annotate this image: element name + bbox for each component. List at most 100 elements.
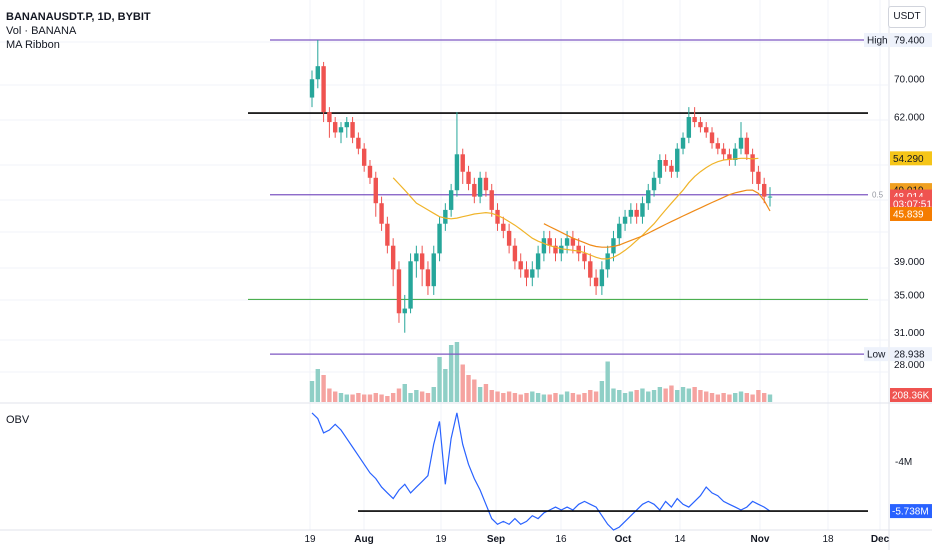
candle-body [733, 148, 738, 161]
candle-body [570, 238, 576, 246]
volume-bar [489, 390, 494, 402]
volume-bar [477, 387, 483, 402]
candle-body [361, 148, 367, 166]
volume-bar [680, 387, 686, 402]
time-tick-label: Aug [354, 534, 373, 545]
volume-legend[interactable]: Vol · BANANA [6, 25, 77, 37]
candle-body [617, 223, 622, 239]
obv-legend[interactable]: OBV [6, 414, 30, 426]
currency-button[interactable]: USDT [888, 6, 926, 28]
volume-bar [704, 391, 709, 402]
volume-bar [506, 391, 512, 402]
price-tick-label: 39.000 [894, 257, 925, 268]
candle-body [582, 253, 587, 262]
candle-body [611, 238, 616, 254]
volume-bar [338, 393, 344, 402]
candle-body [767, 196, 773, 198]
candle-body [356, 137, 361, 149]
price-label-text: 45.839 [893, 209, 924, 220]
volume-bar [437, 357, 442, 402]
candle-body [448, 190, 454, 210]
candle-body [709, 132, 715, 144]
candle-body [385, 223, 390, 246]
volume-bar [599, 381, 605, 402]
time-tick-label: Oct [615, 534, 632, 545]
volume-bar [605, 361, 610, 402]
candle-body [518, 261, 523, 270]
candle-body [483, 177, 489, 191]
candle-body [762, 183, 767, 197]
candle-body [460, 154, 465, 172]
candle-body [756, 171, 761, 184]
volume-bar [559, 394, 564, 402]
volume-bar [530, 391, 535, 402]
candle-body [692, 117, 697, 123]
volume-label-text: 208.36K [892, 391, 930, 402]
level-tag-label: Low [867, 350, 886, 361]
symbol-legend[interactable]: BANANAUSDT.P, 1D, BYBIT [6, 11, 151, 23]
volume-bar [408, 393, 413, 402]
level-value-bg [890, 33, 932, 48]
candle-body [454, 154, 460, 191]
ma-ribbon-legend[interactable]: MA Ribbon [6, 39, 60, 51]
candle-body [472, 183, 477, 197]
volume-bar [361, 394, 367, 402]
volume-bar [472, 379, 477, 402]
candle-body [431, 253, 436, 287]
price-tick-label: 28.000 [894, 360, 925, 371]
candle-body [634, 209, 639, 217]
candle-body [599, 269, 605, 287]
volume-bar [634, 390, 639, 402]
volume-bar [582, 393, 587, 402]
time-tick-label: Nov [751, 534, 770, 545]
volume-bar [466, 375, 471, 402]
level-value-bg [890, 347, 932, 362]
candle-body [344, 122, 349, 128]
volume-bar [419, 391, 425, 402]
volume-bar [622, 393, 628, 402]
candle-body [750, 154, 755, 172]
obv-line [311, 412, 771, 531]
volume-bar [756, 390, 761, 402]
candle-body [373, 177, 378, 204]
obv-tick-label: -4M [895, 457, 912, 468]
candle-body [628, 209, 634, 217]
ma-long-line [543, 189, 771, 248]
time-tick-label: 14 [674, 534, 686, 545]
volume-bar [327, 388, 332, 402]
volume-bar [709, 393, 715, 402]
volume-bar [448, 345, 454, 402]
ma-short-line [392, 157, 759, 260]
volume-bar [425, 393, 431, 402]
obv-value-bg [890, 504, 932, 519]
level-tag-bg [864, 347, 888, 362]
candle-body [350, 122, 355, 138]
time-tick-label: 16 [555, 534, 567, 545]
volume-bar [524, 393, 529, 402]
candle-body [501, 223, 506, 231]
volume-bar [593, 391, 599, 402]
volume-bar [541, 394, 547, 402]
time-tick-label: Sep [487, 534, 505, 545]
price-label-bg [890, 206, 932, 221]
volume-bar [518, 394, 523, 402]
volume-bar [396, 388, 402, 402]
volume-bar [564, 391, 570, 402]
volume-bar [367, 394, 373, 402]
candle-body [680, 137, 686, 149]
volume-bar [454, 342, 460, 402]
time-tick-label: 19 [304, 534, 316, 545]
level-value-label: 79.400 [894, 36, 925, 47]
volume-bar [628, 391, 634, 402]
candle-body [686, 117, 692, 138]
candle-body [321, 66, 326, 113]
volume-bar [744, 393, 750, 402]
price-label-bg [890, 151, 932, 166]
volume-bar [460, 364, 465, 402]
candle-body [622, 216, 628, 224]
volume-bar [750, 394, 755, 402]
candle-body [704, 127, 709, 133]
volume-bar [738, 391, 744, 402]
